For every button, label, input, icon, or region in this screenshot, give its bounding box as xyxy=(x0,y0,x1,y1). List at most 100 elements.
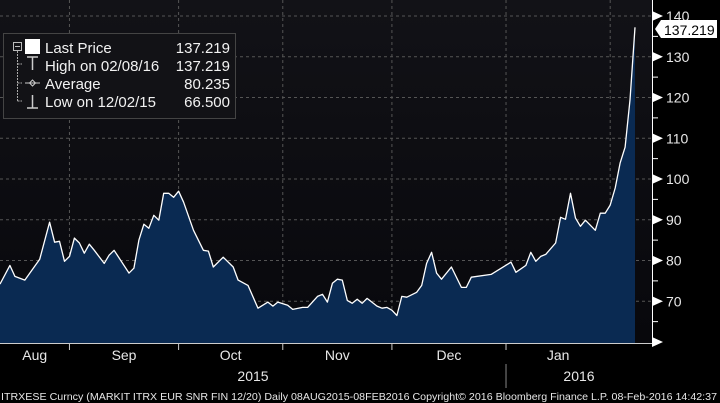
data-point xyxy=(233,266,234,267)
data-point xyxy=(158,220,159,221)
data-point xyxy=(491,274,492,275)
data-point xyxy=(376,306,377,307)
y-tick-label: 110 xyxy=(666,130,689,146)
data-point xyxy=(9,265,10,266)
data-point xyxy=(49,222,50,223)
y-tick-arrow xyxy=(652,51,663,62)
data-point xyxy=(272,306,273,307)
price-line xyxy=(0,27,636,317)
data-point xyxy=(352,303,353,304)
legend-label-high: High on 02/08/16 xyxy=(45,58,159,75)
x-axis: Aug Sep Oct Nov Dec Jan 2015 2016 xyxy=(22,343,595,388)
data-point xyxy=(615,187,616,188)
data-point xyxy=(84,253,85,254)
data-point xyxy=(327,301,328,302)
data-point xyxy=(451,266,452,267)
legend-value-low: 66.500 xyxy=(184,94,230,111)
data-point xyxy=(357,299,358,300)
x-month-label: Aug xyxy=(22,347,47,363)
data-point xyxy=(307,307,308,308)
data-point xyxy=(441,279,442,280)
data-point xyxy=(535,261,536,262)
data-point xyxy=(292,309,293,310)
last-price-label-text: 137.219 xyxy=(664,22,715,38)
data-point xyxy=(580,226,581,227)
last-price-label-box xyxy=(655,20,717,38)
data-point xyxy=(143,224,144,225)
data-point xyxy=(94,250,95,251)
data-point xyxy=(163,193,164,194)
data-point xyxy=(605,213,606,214)
data-point xyxy=(257,308,258,309)
data-point xyxy=(386,307,387,308)
data-point xyxy=(565,219,566,220)
data-point xyxy=(471,277,472,278)
data-point xyxy=(540,256,541,257)
data-point xyxy=(69,256,70,257)
data-point xyxy=(600,213,601,214)
data-point xyxy=(629,99,630,100)
data-point xyxy=(128,273,129,274)
y-tick-label: 90 xyxy=(666,212,682,228)
data-point xyxy=(322,294,323,295)
data-point xyxy=(337,279,338,280)
data-point xyxy=(213,266,214,267)
legend: Last Price 137.219 High on 02/08/16 137.… xyxy=(3,33,236,119)
data-point xyxy=(515,272,516,273)
y-tick-label: 100 xyxy=(666,171,690,187)
legend-tree-lines xyxy=(17,51,22,102)
data-point xyxy=(138,240,139,241)
data-point xyxy=(406,297,407,298)
data-point xyxy=(203,250,204,251)
data-point xyxy=(277,301,278,302)
data-point xyxy=(560,217,561,218)
data-point xyxy=(104,263,105,264)
data-point xyxy=(545,254,546,255)
x-month-label: Nov xyxy=(325,347,350,363)
data-point xyxy=(148,228,149,229)
data-point xyxy=(555,242,556,243)
legend-value-average: 80.235 xyxy=(184,76,230,93)
chart-footer: ITRXESE Curncy (MARKIT ITRX EUR SNR FIN … xyxy=(1,392,717,403)
x-month-label: Dec xyxy=(437,347,462,363)
data-point xyxy=(223,257,224,258)
high-marker-icon xyxy=(27,56,38,70)
low-marker-icon xyxy=(27,95,38,109)
legend-value-high: 137.219 xyxy=(176,58,230,75)
data-point xyxy=(342,279,343,280)
data-point xyxy=(620,163,621,164)
data-point xyxy=(79,242,80,243)
data-point xyxy=(133,268,134,269)
y-tick-arrow xyxy=(652,255,663,266)
data-point xyxy=(401,296,402,297)
data-point xyxy=(575,218,576,219)
data-point xyxy=(347,300,348,301)
x-month-label: Oct xyxy=(220,347,242,363)
data-point xyxy=(302,307,303,308)
x-month-label: Jan xyxy=(547,347,570,363)
x-month-label: Sep xyxy=(112,347,137,363)
data-point xyxy=(59,241,60,242)
data-point xyxy=(332,283,333,284)
data-point xyxy=(74,237,75,238)
data-point xyxy=(193,230,194,231)
data-point xyxy=(525,265,526,266)
data-point xyxy=(530,252,531,253)
data-point xyxy=(391,310,392,311)
y-tick-arrow xyxy=(652,92,663,103)
data-point xyxy=(114,250,115,251)
y-tick-arrow xyxy=(652,11,663,21)
collapse-toggle-icon[interactable] xyxy=(13,42,22,51)
data-point xyxy=(317,296,318,297)
data-point xyxy=(173,197,174,198)
legend-value-last-price: 137.219 xyxy=(176,40,230,57)
data-point xyxy=(466,287,467,288)
data-point xyxy=(14,276,15,277)
data-point xyxy=(208,251,209,252)
last-price-label: 137.219 xyxy=(655,20,717,38)
data-point xyxy=(153,215,154,216)
data-point xyxy=(416,292,417,293)
average-marker-icon xyxy=(25,79,40,87)
y-tick-arrow xyxy=(652,133,663,144)
